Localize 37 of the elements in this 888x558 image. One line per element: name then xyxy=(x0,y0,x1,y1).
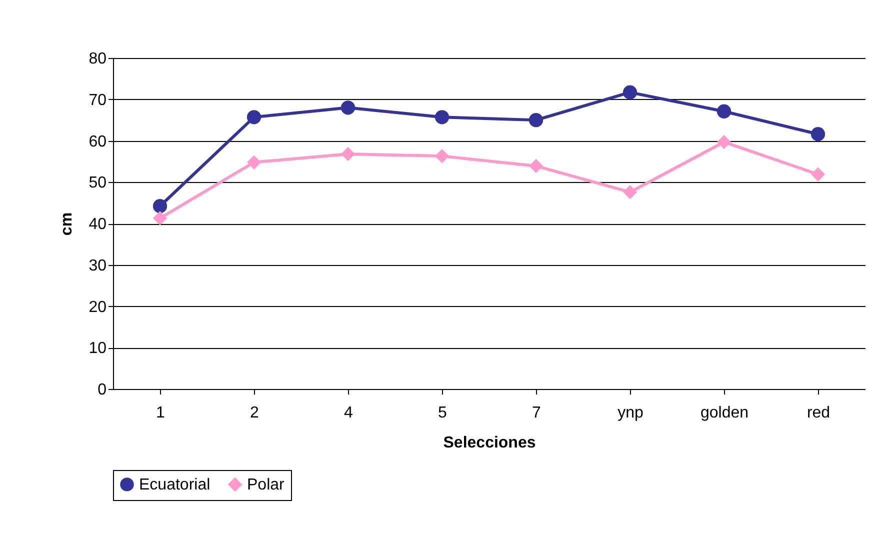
x-tick-label: ynp xyxy=(618,404,644,422)
legend-label: Polar xyxy=(247,476,286,494)
point xyxy=(340,100,356,115)
x-tick-label: golden xyxy=(700,404,749,422)
point xyxy=(434,110,450,124)
y-tick-label: 80 xyxy=(88,50,107,68)
legend-label: Ecuatorial xyxy=(139,476,210,494)
point xyxy=(622,85,638,100)
point xyxy=(246,155,262,170)
point xyxy=(810,167,826,182)
y-tick-label: 30 xyxy=(88,257,107,274)
point xyxy=(528,113,544,128)
x-axis-title: Selecciones xyxy=(443,434,536,452)
x-tick-label: red xyxy=(806,404,830,422)
y-tick-label: 40 xyxy=(88,216,107,233)
point xyxy=(340,146,356,162)
y-tick-label: 20 xyxy=(88,298,107,316)
y-tick-label: 0 xyxy=(98,382,107,398)
y-tick-label: 70 xyxy=(88,92,107,109)
point xyxy=(434,148,450,164)
point xyxy=(152,211,168,226)
x-tick-label: 5 xyxy=(438,404,448,422)
y-tick-label: 60 xyxy=(88,133,107,150)
point xyxy=(622,184,638,200)
point xyxy=(716,134,732,150)
x-tick-label: 2 xyxy=(250,404,260,422)
x-tick-label: 7 xyxy=(532,404,542,422)
point xyxy=(152,199,168,214)
y-tick-label: 50 xyxy=(88,174,107,192)
point xyxy=(810,127,826,142)
x-tick-label: 1 xyxy=(156,404,166,422)
y-tick-label: 10 xyxy=(88,340,107,358)
x-tick-label: 4 xyxy=(344,404,354,422)
point xyxy=(528,158,544,174)
y-axis-title: cm xyxy=(58,212,76,236)
point xyxy=(716,104,732,118)
point xyxy=(246,110,262,124)
